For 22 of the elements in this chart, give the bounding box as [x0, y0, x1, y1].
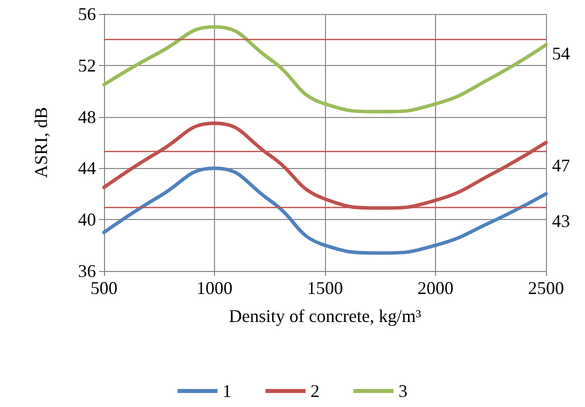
legend-label: 2: [310, 381, 320, 401]
legend-label: 1: [222, 381, 232, 401]
x-tick-label: 1500: [307, 278, 343, 298]
text: 54: [552, 44, 570, 64]
y-tick-label: 56: [78, 4, 96, 24]
line-series: [102, 166, 548, 255]
y-tick-label: 36: [78, 261, 96, 281]
line-series: [102, 25, 548, 114]
text: 47: [552, 155, 570, 176]
y-tick-label: 40: [78, 210, 96, 230]
x-tick-label: 2000: [418, 278, 454, 298]
legend-label: 3: [398, 381, 408, 401]
x-tick-label: 1000: [196, 278, 232, 298]
text: 43: [552, 210, 570, 231]
line-series: [102, 121, 548, 210]
x-tick-label: 2500: [528, 278, 564, 298]
y-tick-label: 48: [78, 106, 96, 127]
y-tick-label: 44: [78, 158, 96, 178]
y-axis-title: ASRI, dB: [31, 106, 51, 178]
x-axis-title: Density of concrete, kg/m³: [228, 306, 422, 326]
y-tick-label: 52: [78, 55, 96, 76]
x-tick-label: 500: [90, 278, 118, 298]
